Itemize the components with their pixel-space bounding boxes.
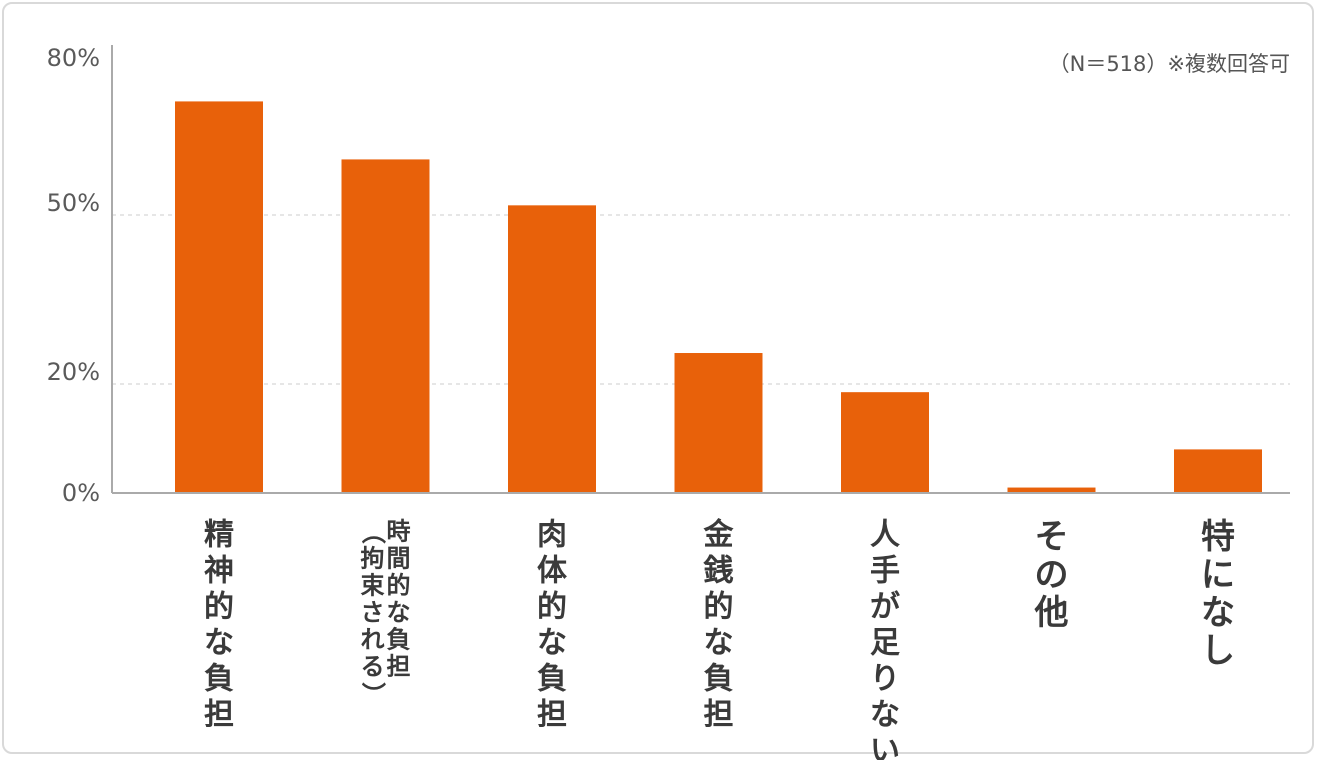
bar <box>1007 487 1096 493</box>
category-label-char: の <box>1035 555 1069 595</box>
category-label-char: 人 <box>870 518 900 553</box>
category-label-char: 神 <box>204 554 234 589</box>
category-label-char: 的 <box>387 572 411 600</box>
category-label-char: 他 <box>1034 593 1069 633</box>
category-label-char: 担 <box>387 653 411 681</box>
category-label-char: な <box>704 626 734 661</box>
y-tick-label: 0% <box>62 479 100 507</box>
category-label-char: 間 <box>387 545 411 573</box>
category-label-char: 負 <box>537 662 567 697</box>
category-label-char: な <box>387 599 411 627</box>
category-label-char: が <box>870 590 900 625</box>
y-tick-labels: 80% 50% 20% 0% <box>47 44 100 507</box>
category-label-char: 束 <box>361 572 386 600</box>
category-label-char: な <box>204 626 234 661</box>
category-label-char: 負 <box>704 662 734 697</box>
bar <box>508 205 596 494</box>
category-label-char: 金 <box>703 518 735 553</box>
bars <box>175 101 1262 494</box>
category-label-char: 担 <box>537 698 567 733</box>
category-label-char: ） <box>359 682 387 706</box>
bar <box>1174 449 1262 493</box>
category-label-char: 銭 <box>703 554 734 589</box>
category-label-char: 精 <box>204 518 234 553</box>
category-label-char: 担 <box>704 698 734 733</box>
category-label-char: 負 <box>387 626 411 654</box>
category-label-char: 拘 <box>361 545 385 573</box>
category-label-char: い <box>870 734 900 760</box>
category-label-char: 体 <box>537 554 568 589</box>
category-label-char: 肉 <box>537 518 567 553</box>
bar <box>175 101 263 494</box>
category-label-char: 担 <box>204 698 234 733</box>
category-label-char: 的 <box>537 590 567 625</box>
category-label-char: 時 <box>387 518 411 546</box>
category-label-char: 足 <box>870 626 900 661</box>
y-tick-label: 50% <box>47 189 100 217</box>
sample-size-note: （N＝518）※複数回答可 <box>1049 52 1290 76</box>
category-label-char: な <box>870 698 900 733</box>
axes <box>111 45 1290 494</box>
category-label-char: に <box>1201 555 1235 595</box>
category-label-char: な <box>537 626 567 661</box>
category-label-char: 負 <box>204 662 234 697</box>
category-label-char: （ <box>359 520 387 544</box>
category-labels: 精神的な負担時間的な負担（拘束される）肉体的な負担金銭的な負担人手が足りないその… <box>204 517 1235 760</box>
category-label-char: し <box>1201 631 1235 671</box>
y-tick-label: 20% <box>47 358 100 386</box>
category-label-char: 的 <box>704 590 734 625</box>
bar <box>674 353 763 493</box>
bar <box>841 392 929 493</box>
bar <box>341 159 430 493</box>
y-tick-label: 80% <box>47 44 100 72</box>
category-label-char: な <box>1201 593 1235 633</box>
category-label-char: り <box>870 662 900 697</box>
category-label-char: 手 <box>870 554 900 589</box>
category-label-char: れ <box>361 626 385 654</box>
category-label-char: さ <box>361 599 385 627</box>
category-label-char: そ <box>1035 517 1069 557</box>
category-label-char: る <box>361 653 385 681</box>
category-label-char: 特 <box>1201 517 1235 557</box>
category-label-char: 的 <box>204 590 234 625</box>
